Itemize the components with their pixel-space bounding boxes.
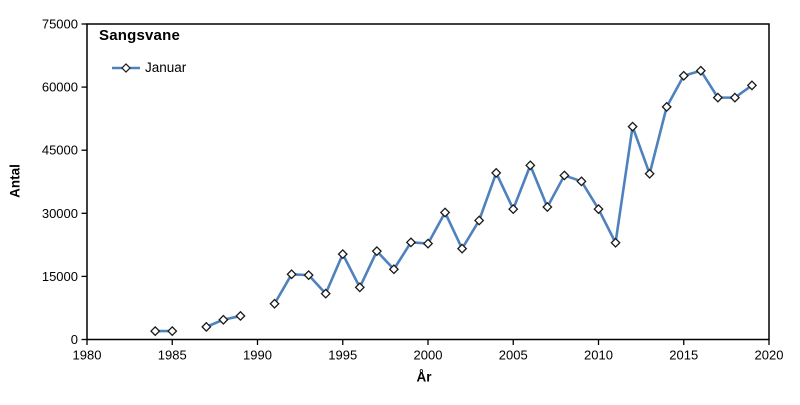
data-point-marker xyxy=(388,264,400,275)
y-tick-label: 30000 xyxy=(42,206,78,221)
data-point-marker xyxy=(150,325,161,337)
data-point-marker xyxy=(439,207,451,218)
data-point-marker xyxy=(678,70,689,81)
data-point-marker xyxy=(627,121,638,132)
data-point-marker xyxy=(712,92,723,103)
data-point-marker xyxy=(303,270,314,281)
data-point-marker xyxy=(729,92,741,103)
data-point-marker xyxy=(337,248,348,260)
data-point-marker xyxy=(474,215,485,226)
data-point-marker xyxy=(235,310,246,322)
data-point-marker xyxy=(491,167,502,179)
data-point-marker xyxy=(269,298,280,309)
data-point-marker xyxy=(286,269,297,280)
series-line xyxy=(273,69,754,306)
data-point-marker xyxy=(610,237,621,248)
data-point-marker xyxy=(695,65,706,76)
chart-title: Sangsvane xyxy=(99,27,181,44)
y-tick-label: 45000 xyxy=(42,143,78,158)
x-tick-label: 2005 xyxy=(499,348,528,363)
data-point-marker xyxy=(644,168,655,179)
x-tick-label: 1995 xyxy=(328,348,357,363)
data-point-marker xyxy=(167,325,178,337)
x-tick-label: 1990 xyxy=(243,348,272,363)
data-point-marker xyxy=(201,321,212,332)
x-tick-label: 2020 xyxy=(755,348,784,363)
data-point-marker xyxy=(559,170,570,181)
y-tick-label: 15000 xyxy=(42,269,78,284)
data-point-marker xyxy=(422,238,434,249)
data-point-marker xyxy=(746,80,758,91)
x-tick-label: 2010 xyxy=(584,348,613,363)
data-point-marker xyxy=(508,203,519,215)
legend-label: Januar xyxy=(145,60,187,75)
y-tick-label: 0 xyxy=(71,332,78,347)
data-point-marker xyxy=(320,288,331,299)
data-point-marker xyxy=(456,243,468,254)
legend: Januar xyxy=(111,60,186,75)
data-point-marker xyxy=(576,176,587,187)
x-tick-label: 2015 xyxy=(669,348,698,363)
x-tick-label: 1985 xyxy=(158,348,187,363)
data-point-marker xyxy=(218,314,229,325)
data-point-marker xyxy=(525,160,536,171)
data-point-marker xyxy=(661,101,672,112)
data-point-marker xyxy=(354,282,365,293)
x-tick-label: 1980 xyxy=(73,348,102,363)
y-tick-label: 75000 xyxy=(42,17,78,32)
y-axis-title: Antal xyxy=(7,164,23,198)
data-point-marker xyxy=(371,246,382,257)
x-axis-title: År xyxy=(416,369,432,385)
plot-border xyxy=(86,23,770,341)
data-point-marker xyxy=(542,201,553,213)
data-point-marker xyxy=(593,203,604,215)
line-marker-icon xyxy=(112,62,140,73)
x-tick-label: 2000 xyxy=(414,348,443,363)
data-point-marker xyxy=(405,237,417,248)
y-tick-label: 60000 xyxy=(42,80,78,95)
